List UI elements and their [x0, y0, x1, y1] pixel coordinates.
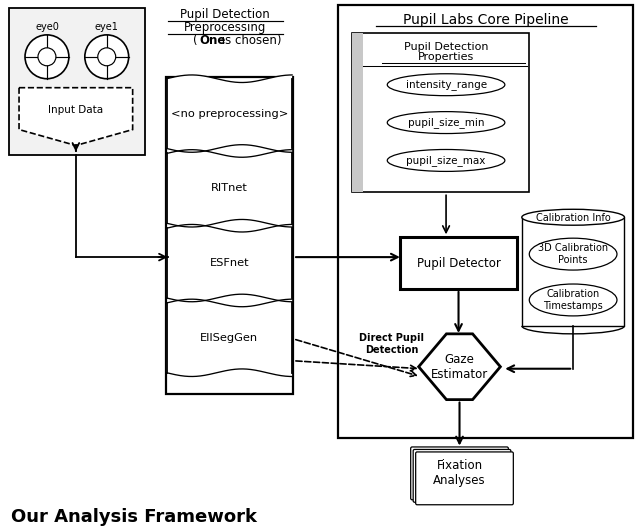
Text: Preprocessing: Preprocessing [184, 21, 266, 34]
Text: Pupil Detector: Pupil Detector [417, 256, 500, 270]
Text: Direct Pupil
Detection: Direct Pupil Detection [359, 333, 424, 355]
Text: intensity_range: intensity_range [406, 79, 486, 90]
Text: Properties: Properties [418, 52, 474, 62]
Ellipse shape [387, 112, 505, 133]
FancyBboxPatch shape [413, 449, 511, 502]
Bar [352, 33, 363, 192]
Bar [338, 5, 633, 439]
Circle shape [38, 48, 56, 66]
Circle shape [25, 35, 69, 79]
FancyBboxPatch shape [411, 447, 508, 500]
Circle shape [85, 35, 129, 79]
Text: Pupil Labs Core Pipeline: Pupil Labs Core Pipeline [403, 13, 568, 27]
Bar [522, 217, 625, 326]
Text: One: One [200, 34, 226, 47]
Text: Gaze
Estimator: Gaze Estimator [431, 353, 488, 381]
Text: ESFnet: ESFnet [209, 258, 249, 268]
Text: Input Data: Input Data [48, 105, 104, 115]
Text: eye1: eye1 [95, 22, 118, 32]
Bar [352, 33, 529, 192]
Bar [166, 77, 293, 393]
Text: Pupil Detection: Pupil Detection [404, 42, 488, 52]
Text: <no preprocessing>: <no preprocessing> [171, 109, 288, 118]
Text: EllSegGen: EllSegGen [200, 333, 259, 343]
Text: Fixation
Analyses: Fixation Analyses [433, 459, 486, 487]
Text: RITnet: RITnet [211, 183, 248, 193]
Text: pupil_size_min: pupil_size_min [408, 117, 484, 128]
Text: 3D Calibration
Points: 3D Calibration Points [538, 243, 608, 265]
Ellipse shape [387, 74, 505, 96]
Text: Calibration Info: Calibration Info [536, 213, 611, 223]
Text: is chosen): is chosen) [218, 34, 282, 47]
FancyBboxPatch shape [415, 452, 513, 505]
Circle shape [98, 48, 116, 66]
Text: Calibration
Timestamps: Calibration Timestamps [543, 289, 603, 311]
Polygon shape [419, 334, 500, 400]
Ellipse shape [522, 209, 625, 225]
Text: Our Analysis Framework: Our Analysis Framework [11, 508, 257, 526]
Ellipse shape [529, 238, 617, 270]
Bar [400, 237, 517, 289]
Text: eye0: eye0 [35, 22, 59, 32]
Polygon shape [19, 88, 132, 145]
Text: (: ( [193, 34, 198, 47]
Ellipse shape [387, 150, 505, 172]
Bar [9, 8, 145, 156]
Text: pupil_size_max: pupil_size_max [406, 155, 486, 166]
Ellipse shape [529, 284, 617, 316]
Text: Pupil Detection: Pupil Detection [180, 8, 270, 21]
